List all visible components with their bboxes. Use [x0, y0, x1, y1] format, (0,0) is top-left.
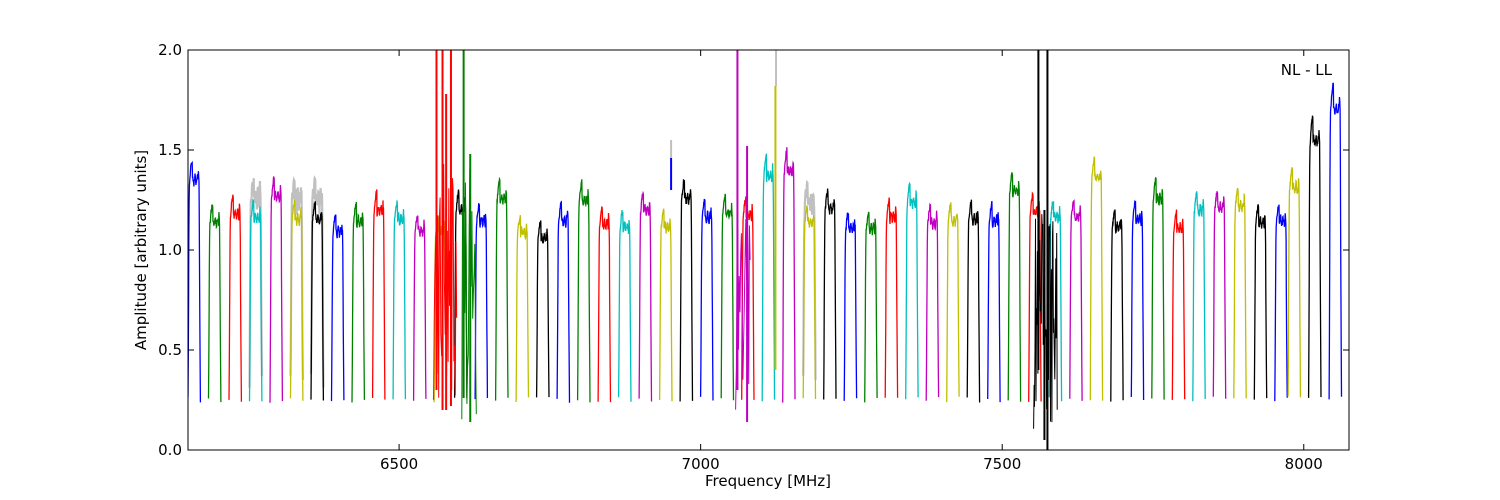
channel-line-43	[1069, 199, 1083, 401]
channel-line-7	[330, 214, 345, 402]
channel-line-35	[905, 181, 919, 400]
rfi-noise-green	[461, 168, 477, 420]
channel-line-32	[843, 212, 858, 401]
channel-line-14	[474, 203, 489, 400]
channel-line-48	[1171, 209, 1186, 400]
channel-line-33	[864, 211, 878, 403]
channel-line-19	[576, 179, 591, 403]
y-tick-label: 1.0	[158, 241, 182, 259]
annotation-label: NL - LL	[1281, 61, 1333, 79]
channel-line-11	[412, 215, 427, 401]
channel-line-55	[1307, 115, 1322, 398]
channel-shadow-30	[802, 179, 817, 380]
channel-line-16	[515, 215, 530, 403]
channel-line-46	[1130, 199, 1145, 401]
channel-line-31	[823, 188, 837, 400]
x-tick-label: 7000	[682, 455, 720, 473]
channel-shadow-3	[248, 178, 263, 388]
channel-line-2	[228, 194, 243, 402]
channel-line-56	[1328, 82, 1343, 400]
x-axis-label: Frequency [MHz]	[705, 472, 831, 490]
channel-line-39	[987, 200, 1001, 403]
y-axis-label: Amplitude [arbitrary units]	[132, 150, 150, 350]
channel-line-1	[207, 204, 222, 403]
channel-line-21	[617, 209, 632, 402]
channel-line-0	[188, 160, 202, 403]
channel-line-18	[556, 200, 571, 403]
rfi-noise-red	[432, 163, 458, 400]
channel-line-4	[269, 176, 284, 403]
channel-line-26	[720, 193, 735, 401]
channel-line-6	[310, 201, 325, 401]
rfi-noise-magenta	[735, 191, 751, 410]
channel-line-44	[1089, 156, 1104, 401]
channel-line-23	[658, 208, 673, 402]
channel-line-20	[597, 206, 612, 403]
channel-line-29	[782, 147, 796, 403]
channel-line-47	[1151, 176, 1165, 400]
channel-line-30	[802, 205, 817, 400]
channel-line-10	[392, 200, 407, 400]
x-tick-label: 7500	[983, 455, 1021, 473]
y-tick-label: 0.0	[158, 441, 182, 459]
channel-line-49	[1192, 191, 1206, 402]
channel-line-8	[351, 201, 366, 403]
channel-line-9	[371, 189, 386, 400]
y-tick-label: 1.5	[158, 141, 182, 159]
channel-line-34	[884, 197, 899, 398]
channel-line-15	[494, 176, 509, 401]
plot-background	[188, 50, 1349, 450]
channel-shadow-6	[309, 174, 325, 388]
channel-line-50	[1212, 191, 1227, 399]
channel-line-17	[535, 220, 550, 398]
x-tick-label: 8000	[1285, 455, 1323, 473]
ticks-layer: 6500 7000 7500 8000 0.0 0.5 1.0 1.5 2.0	[158, 41, 1349, 473]
channel-line-22	[638, 190, 653, 402]
channel-line-45	[1110, 209, 1124, 402]
channel-line-42	[1048, 201, 1063, 402]
channel-line-3	[248, 199, 263, 402]
rfi-noise-black	[1033, 214, 1058, 429]
channel-line-40	[1007, 172, 1022, 402]
channel-line-25	[699, 198, 714, 401]
series-layer	[188, 50, 1343, 450]
channel-line-5	[289, 199, 304, 401]
x-tick-label: 6500	[380, 455, 418, 473]
channel-line-37	[946, 202, 960, 403]
channel-shadow-5	[289, 175, 304, 380]
channel-line-36	[925, 202, 940, 401]
channel-line-53	[1274, 204, 1288, 402]
channel-line-38	[966, 199, 981, 403]
y-tick-label: 0.5	[158, 341, 182, 359]
channel-line-52	[1253, 204, 1268, 400]
channel-line-54	[1287, 167, 1302, 398]
channel-line-24	[679, 178, 694, 402]
channel-line-51	[1233, 187, 1247, 399]
channel-line-28	[761, 153, 776, 402]
y-tick-label: 2.0	[158, 41, 182, 59]
